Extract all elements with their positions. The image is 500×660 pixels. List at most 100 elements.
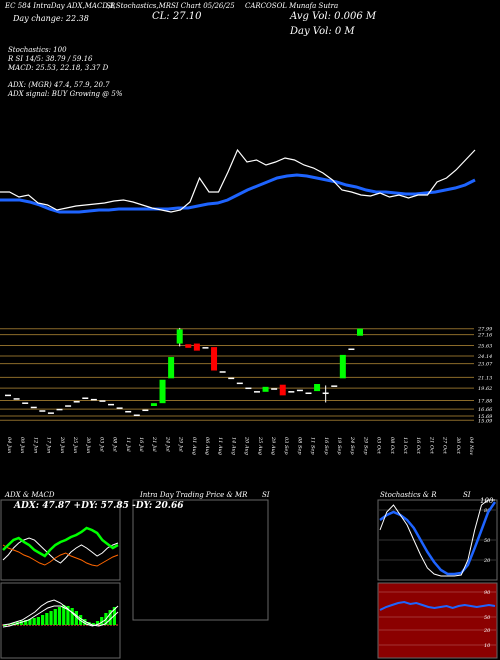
- macd-bar: [70, 608, 74, 625]
- candle: [30, 406, 37, 409]
- chart-title-4: CARCOSOL Munafa Sutra: [245, 2, 339, 10]
- x-tick-label: 19 Sep: [336, 437, 342, 455]
- macd-bar: [7, 624, 11, 625]
- adx-signal: ADX signal: BUY Growing @ 5%: [8, 90, 123, 98]
- x-tick-label: 13 Oct: [402, 437, 408, 455]
- x-tick-label: 04 Nov: [468, 437, 474, 455]
- x-tick-label: 08 Sep: [296, 437, 302, 455]
- x-tick-label: 16 Oct: [415, 437, 421, 455]
- candle: [331, 385, 338, 387]
- price-level-label: 27.99: [477, 327, 493, 333]
- day-change: Day change: 22.38: [13, 14, 89, 23]
- x-tick-label: 11 Sep: [310, 437, 316, 455]
- macd-bar: [62, 605, 66, 625]
- candle: [253, 391, 260, 393]
- adx-value: ADX: (MGR) 47.4, 57.9, 20.7: [8, 81, 110, 89]
- x-tick-label: 03 Jul: [98, 437, 104, 452]
- adx-macd-title: ADX & MACD: [5, 491, 55, 499]
- adx-lines: [2, 526, 119, 567]
- stoch-level-label: 50: [484, 538, 491, 544]
- macd-bar: [57, 607, 62, 625]
- macd-bar: [83, 619, 87, 625]
- avg-volume: Avg Vol: 0.006 M: [290, 11, 377, 22]
- x-tick-label: 24 Jul: [164, 436, 170, 452]
- macd-bar: [45, 613, 49, 625]
- candle: [108, 403, 115, 406]
- rsi-level-label: 50: [484, 615, 491, 621]
- candle: [236, 382, 243, 385]
- chart-title-1: EC 584 IntraDay ADX,MACD,B: [5, 2, 116, 10]
- candle: [211, 347, 218, 371]
- stoch-k-line: [379, 501, 497, 576]
- x-tick-label: 16 Sep: [323, 437, 329, 455]
- candle: [245, 387, 252, 390]
- candle: [262, 386, 269, 392]
- x-tick-label: 27 Oct: [442, 436, 448, 455]
- x-axis-labels: 04 Jun 09 Jun 12 Jun 17 Jun 20 Jun 25 Jun 30 J…: [6, 436, 474, 455]
- candle: [288, 391, 295, 393]
- minus-di-line: [2, 544, 119, 567]
- intraday-si: SI: [262, 491, 270, 499]
- candle: [125, 410, 132, 413]
- candle: [65, 405, 72, 407]
- x-tick-label: 21 Oct: [428, 436, 434, 455]
- macd-bar: [87, 622, 91, 625]
- stoch-level-label: 80: [484, 508, 491, 514]
- rsi-lines: 90 50 20 10: [379, 590, 496, 649]
- macd-bar: [66, 606, 70, 625]
- candle: [47, 412, 54, 414]
- candle: [56, 408, 63, 411]
- rsi-panel-frame: [377, 582, 498, 659]
- candle: [73, 401, 80, 403]
- macd-bar: [112, 607, 116, 625]
- candle: [322, 392, 329, 395]
- price-level-label: 23.07: [477, 362, 493, 368]
- price-level-label: 16.66: [478, 407, 493, 413]
- macd-bar: [91, 623, 95, 625]
- x-tick-label: 29 Aug: [270, 436, 276, 455]
- candle: [296, 389, 303, 392]
- x-tick-label: 11 Jul: [125, 437, 131, 452]
- price-series: [0, 148, 476, 213]
- macd-bar: [74, 611, 78, 625]
- price-level-label: 24.14: [477, 354, 492, 360]
- rsi-level-label: 10: [484, 643, 491, 649]
- price-level-label: 21.13: [477, 375, 492, 381]
- x-tick-label: 08 Jul: [112, 437, 118, 452]
- ema-line: [0, 173, 476, 214]
- chart-title-2: SI,Stochastics,MR: [106, 2, 172, 10]
- macd-bar: [3, 625, 7, 626]
- x-tick-label: 04 Jun: [6, 437, 12, 453]
- stochastics-value: Stochastics: 100: [8, 46, 67, 54]
- macd-bar: [100, 617, 104, 625]
- macd-bar: [32, 618, 36, 625]
- candle: [185, 344, 192, 348]
- candle: [279, 384, 286, 396]
- candle: [219, 371, 226, 373]
- stoch-d-line: [379, 499, 495, 577]
- candles: [5, 327, 363, 417]
- candle: [99, 400, 106, 402]
- candle: [339, 354, 346, 379]
- x-tick-label: 03 Oct: [376, 437, 382, 455]
- macd-bar: [104, 613, 108, 625]
- price-level-label: 15.69: [478, 414, 493, 420]
- x-tick-label: 30 Oct: [455, 437, 461, 455]
- macd-bar: [49, 611, 53, 625]
- x-tick-label: 12 Jun: [32, 437, 38, 453]
- candle: [271, 388, 278, 390]
- stoch-level-label: 20: [483, 558, 491, 564]
- candle: [133, 414, 140, 417]
- x-tick-label: 30 Jun: [85, 437, 91, 453]
- candle: [150, 403, 157, 406]
- macd-bar: [24, 620, 28, 625]
- rsi-line: [379, 600, 496, 611]
- candle: [348, 348, 355, 351]
- plus-di-line: [2, 526, 119, 558]
- close-price: CL: 27.10: [152, 11, 202, 22]
- candle: [142, 409, 149, 412]
- x-tick-label: 24 Sep: [349, 436, 355, 455]
- macd-value: MACD: 25.53, 22.18, 3.37 D: [8, 64, 109, 72]
